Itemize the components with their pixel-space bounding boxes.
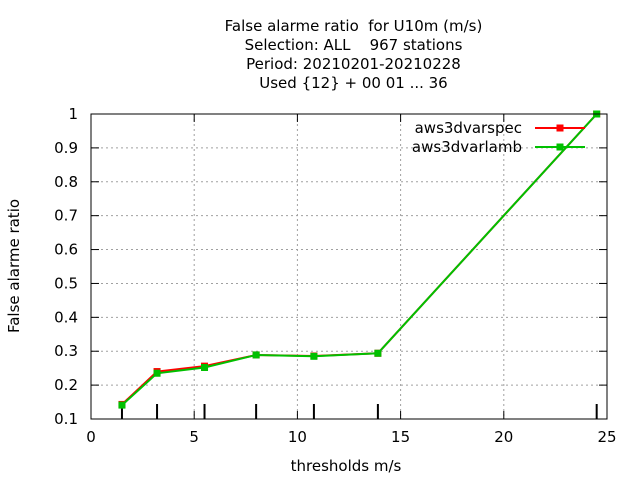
x-tick-label: 15	[391, 428, 410, 446]
plot-frame	[90, 113, 608, 420]
data-point-aws3dvarlamb	[153, 369, 161, 377]
y-tick-label: 0.9	[54, 139, 78, 157]
y-tick-label: 0.3	[54, 342, 78, 360]
data-point-aws3dvarlamb	[252, 351, 260, 359]
data-point-aws3dvarlamb	[201, 363, 209, 371]
y-tick-label: 0.1	[54, 410, 78, 428]
series-group	[118, 110, 601, 409]
axis-ticks	[90, 113, 608, 420]
threshold-markers	[120, 404, 598, 419]
chart-title-line-3: Period: 20210201-20210228	[246, 55, 461, 73]
chart-title-line-4: Used {12} + 00 01 ... 36	[259, 74, 448, 92]
chart-title-line-1: False alarme ratio for U10m (m/s)	[224, 17, 483, 35]
legend-label-aws3dvarlamb: aws3dvarlamb	[412, 138, 522, 156]
y-tick-label: 1	[68, 105, 78, 123]
y-tick-label: 0.6	[54, 241, 78, 259]
chart-title-line-2: Selection: ALL 967 stations	[244, 36, 463, 54]
y-tick-label: 0.8	[54, 173, 78, 191]
tick-labels: 0.10.20.30.40.50.60.70.80.910 5 10 15 20 25	[54, 105, 616, 446]
x-tick-label: 20	[494, 428, 513, 446]
x-tick-label: 5	[189, 428, 199, 446]
legend-label-aws3dvarspec: aws3dvarspec	[415, 119, 522, 137]
series-line-aws3dvarspec	[121, 113, 598, 406]
x-axis-label: thresholds m/s	[291, 457, 402, 475]
data-point-aws3dvarlamb	[310, 352, 318, 360]
y-tick-label: 0.4	[54, 308, 78, 326]
series-line-aws3dvarlamb	[121, 113, 598, 406]
y-tick-label: 0.7	[54, 207, 78, 225]
grid	[91, 114, 607, 419]
legend-marker-aws3dvarspec	[556, 124, 564, 132]
x-tick-label: 25	[597, 428, 616, 446]
data-point-aws3dvarlamb	[374, 349, 382, 357]
y-axis-label: False alarme ratio	[5, 199, 23, 333]
data-point-aws3dvarlamb	[118, 401, 126, 409]
legend-marker-aws3dvarlamb	[556, 143, 564, 151]
x-tick-label: 0	[86, 428, 96, 446]
y-tick-label: 0.5	[54, 274, 78, 292]
y-tick-label: 0.2	[54, 376, 78, 394]
x-tick-label: 10	[288, 428, 307, 446]
